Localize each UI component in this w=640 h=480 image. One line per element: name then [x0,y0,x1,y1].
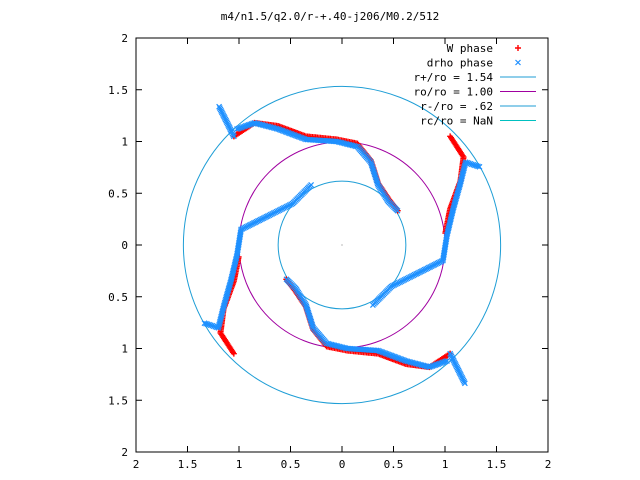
y-tick-label: 2 [121,446,128,459]
legend-label: W phase [447,42,493,55]
x-tick-label: 0.5 [384,458,404,471]
x-tick-label: 1.5 [178,458,198,471]
x-tick-label: 2 [133,458,140,471]
x-tick-label: 0 [339,458,346,471]
y-tick-label: 1 [121,136,128,149]
circle-rro [182,85,502,405]
drho-phase-point [374,180,381,187]
chart-title: m4/n1.5/q2.0/r-+.40-j206/M0.2/512 [221,10,440,23]
drho-phase-point [203,320,209,327]
drho-phase-point [476,163,483,170]
legend-label: r+/ro = 1.54 [414,71,494,84]
y-tick-label: 2 [121,32,128,45]
drho-phase-point [461,380,468,387]
legend-label: r-/ro = .62 [420,100,493,113]
x-tick-label: 0.5 [281,458,301,471]
legend-label: rc/ro = NaN [420,115,493,128]
legend-label: ro/ro = 1.00 [414,86,493,99]
x-tick-label: 2 [545,458,552,471]
drho-phase-point [352,143,359,150]
x-tick-label: 1 [236,458,243,471]
drho-phase-point [394,207,401,214]
drho-phase-point [216,103,223,110]
y-tick-label: 0 [121,239,128,252]
x-tick-label: 1.5 [487,458,507,471]
radius-circles [182,85,502,405]
drho-phase-point [475,163,481,170]
y-tick-label: 0.5 [108,187,128,200]
drho-phase-point [303,303,310,310]
drho-phase-series [201,103,483,387]
y-tick-label: 1.5 [108,84,128,97]
legend-label: drho phase [427,57,493,70]
phase-points [201,103,483,387]
y-tick-label: 1.5 [108,394,128,407]
center-point [341,244,343,246]
circle-rro [277,180,407,310]
drho-phase-point [283,276,290,283]
w-phase-point [515,45,521,51]
drho-phase-point [201,320,208,327]
x-tick-label: 1 [442,458,449,471]
axes: 2 1.5 1 0.5 0 0.5 1 1.5 221.510.500.511.52 [108,32,551,471]
y-tick-label: 0.5 [108,291,128,304]
drho-phase-point [515,59,521,66]
drho-phase-point [325,340,332,347]
y-tick-label: 1 [121,343,128,356]
